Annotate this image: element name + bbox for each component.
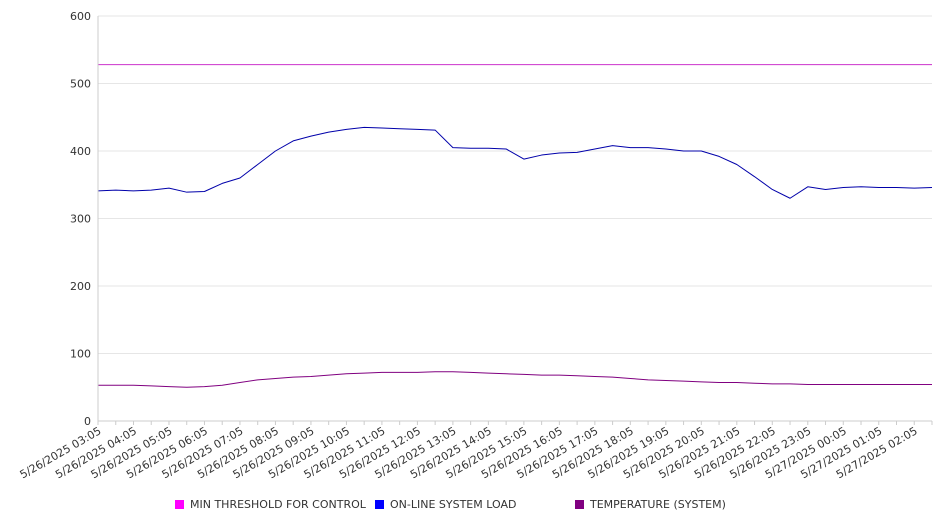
series-line-2 bbox=[98, 371, 932, 388]
y-tick-label: 100 bbox=[70, 348, 91, 361]
legend-swatch-system-load bbox=[375, 500, 384, 509]
y-tick-label: 300 bbox=[70, 213, 91, 226]
gridlines bbox=[98, 15, 932, 354]
y-tick-label: 400 bbox=[70, 145, 91, 158]
x-axis-ticks: 5/26/2025 03:055/26/2025 04:055/26/2025 … bbox=[18, 421, 933, 481]
legend-swatch-min-threshold bbox=[175, 500, 184, 509]
legend-label-system-load: ON-LINE SYSTEM LOAD bbox=[390, 498, 517, 511]
y-tick-label: 500 bbox=[70, 78, 91, 91]
legend-item-temperature: TEMPERATURE (SYSTEM) bbox=[575, 498, 726, 511]
series-lines bbox=[97, 64, 933, 388]
series-line-1 bbox=[97, 126, 933, 199]
legend-item-system-load: ON-LINE SYSTEM LOAD bbox=[375, 498, 516, 511]
legend-swatch-temperature bbox=[575, 500, 584, 509]
legend-label-temperature: TEMPERATURE (SYSTEM) bbox=[590, 498, 726, 511]
y-axis-ticks: 0 100 200 300 400 500 600 bbox=[70, 10, 91, 428]
legend-item-min-threshold: MIN THRESHOLD FOR CONTROL bbox=[175, 498, 366, 511]
y-tick-label: 0 bbox=[84, 415, 91, 428]
y-tick-label: 600 bbox=[70, 10, 91, 23]
legend-label-min-threshold: MIN THRESHOLD FOR CONTROL bbox=[190, 498, 366, 511]
legend: MIN THRESHOLD FOR CONTROL ON-LINE SYSTEM… bbox=[0, 498, 946, 514]
y-tick-label: 200 bbox=[70, 280, 91, 293]
